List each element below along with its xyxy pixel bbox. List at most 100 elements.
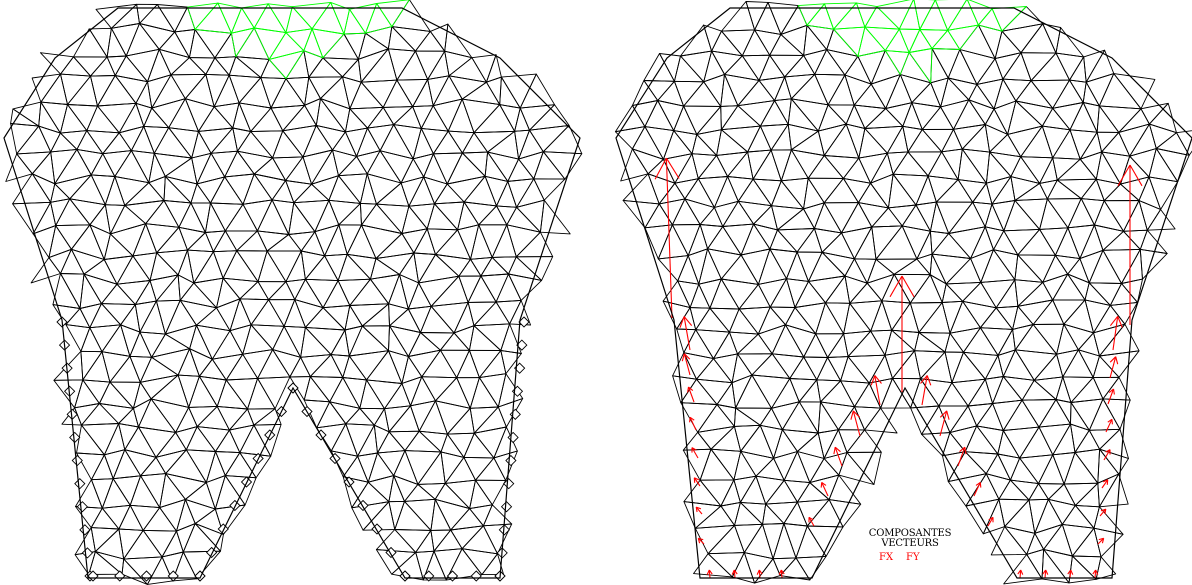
mesh-element (500, 350, 522, 375)
force-vector-head (850, 410, 854, 420)
force-vector-head (687, 386, 690, 393)
force-vector-head (870, 375, 876, 386)
force-vector-head (1102, 479, 1108, 483)
mesh-element (1099, 448, 1129, 475)
force-vector-head (1104, 509, 1107, 515)
right-triangular-mesh (614, 1, 1192, 585)
right-tooth-outline (615, 7, 1192, 579)
force-vector-head (920, 375, 928, 384)
force-vector (1103, 449, 1111, 461)
force-vector-head (834, 446, 841, 453)
force-vector-head (706, 569, 710, 575)
force-vector-head (1070, 569, 1074, 575)
force-vector (1019, 569, 1022, 579)
force-vector (1112, 316, 1119, 351)
force-vector (821, 482, 829, 497)
force-vector-head (708, 569, 713, 575)
force-vector-head (691, 447, 697, 451)
loaded-mesh-element (376, 0, 410, 28)
force-vector (1105, 419, 1113, 433)
force-vector-head (695, 507, 698, 513)
force-vector-head (1109, 315, 1119, 327)
mesh-element (846, 451, 882, 485)
force-vector-head (665, 157, 680, 179)
force-vector (693, 477, 701, 487)
force-vector-head (778, 569, 782, 575)
force-vector-head (758, 569, 763, 575)
force-vector-head (852, 410, 861, 418)
force-vector-head (1100, 508, 1106, 512)
mesh-element (539, 199, 571, 235)
mesh-element (1139, 248, 1168, 280)
force-vector-head (808, 516, 814, 521)
force-vector-head (889, 275, 903, 298)
left-tooth-outline (3, 7, 581, 579)
force-vector (957, 447, 966, 467)
force-vector (691, 447, 699, 459)
mesh-element (515, 256, 554, 281)
support-marker (518, 316, 530, 328)
right-loaded-region (797, 0, 1027, 84)
force-vector-head (681, 353, 685, 362)
mesh-element (1098, 473, 1129, 508)
mesh-element (1109, 301, 1138, 325)
force-vector-head (979, 482, 982, 488)
force-vector-head (1112, 388, 1115, 395)
force-vector (697, 537, 705, 545)
legend-title-line2: VECTEURS (880, 538, 939, 549)
legend-component-fx: FX (879, 552, 894, 563)
force-vector-head (1098, 537, 1104, 541)
force-vector (987, 517, 994, 527)
force-vector-head (698, 537, 704, 541)
force-vector-head (1020, 569, 1024, 575)
loaded-mesh-element (268, 50, 305, 80)
loaded-mesh-element (857, 26, 886, 57)
force-vector (1099, 508, 1107, 517)
support-marker (509, 408, 521, 421)
support-marker (498, 524, 511, 536)
mesh-element (239, 452, 272, 479)
force-vector-head (821, 481, 827, 486)
right-mesh-panel (614, 0, 1192, 585)
force-vector (1107, 388, 1115, 405)
mesh-element (182, 550, 221, 580)
loaded-mesh-element (908, 48, 933, 84)
mesh-element (1155, 148, 1190, 183)
force-vector-head (679, 316, 685, 328)
force-vector-head (697, 538, 701, 544)
legend-component-fy: FY (906, 552, 920, 563)
force-vector (1069, 569, 1072, 579)
force-vector-head (1095, 569, 1099, 575)
force-vector (1101, 479, 1109, 489)
force-vector (758, 569, 761, 579)
force-vector-head (1117, 316, 1123, 328)
force-vector-head (733, 569, 738, 575)
support-marker (500, 501, 513, 513)
force-vector (683, 353, 691, 376)
force-vector-head (756, 569, 760, 575)
force-vector-head (820, 482, 823, 488)
force-vector (852, 410, 861, 437)
force-vector (708, 569, 711, 579)
left-triangular-mesh (5, 0, 583, 585)
force-vector (687, 386, 695, 403)
force-vector-head (959, 446, 966, 453)
force-vector-head (1045, 569, 1049, 575)
force-vector (683, 316, 691, 351)
force-vector-head (1017, 569, 1022, 575)
force-vector-head (696, 506, 702, 510)
force-vector-head (1101, 538, 1105, 544)
mesh-element (542, 151, 583, 180)
force-vector-head (1092, 569, 1097, 575)
mesh-element (990, 526, 1028, 556)
force-vector-head (946, 410, 950, 420)
force-vector (695, 506, 703, 515)
force-vector-head (1105, 449, 1111, 453)
force-vector-head (1117, 164, 1131, 187)
force-vector (939, 410, 948, 437)
force-vector-head (654, 157, 667, 180)
force-vector-head (988, 516, 994, 521)
force-vector-head (1067, 569, 1072, 575)
support-marker (71, 454, 83, 467)
